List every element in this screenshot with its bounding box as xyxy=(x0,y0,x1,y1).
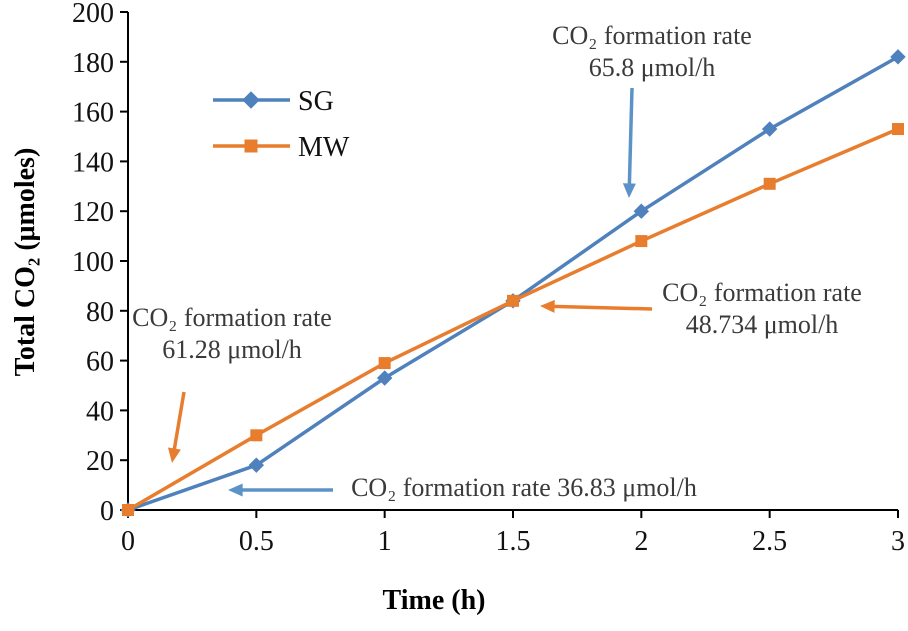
data-point-square xyxy=(378,357,391,370)
annotation-text: 61.28 μmol/h xyxy=(162,335,302,364)
annotations: CO₂ formation rate 65.8 μmol/h CO₂ formati… xyxy=(132,21,862,502)
series-MW xyxy=(122,123,904,516)
annotation-arrow xyxy=(627,87,634,191)
x-tick-label: 2 xyxy=(634,526,648,557)
annotation-text: 65.8 μmol/h xyxy=(589,53,716,82)
legend-label-SG: SG xyxy=(298,86,334,117)
data-point-diamond xyxy=(890,49,906,65)
legend-label-MW: MW xyxy=(298,132,350,163)
y-tick-label: 60 xyxy=(86,347,114,378)
y-tick-label: 100 xyxy=(72,247,114,278)
data-point-square xyxy=(244,139,258,153)
x-tick-label: 1 xyxy=(378,526,392,557)
x-tick-label: 0.5 xyxy=(239,526,274,557)
data-point-square xyxy=(763,177,776,190)
data-point-diamond xyxy=(248,457,265,473)
annotation-text: CO₂ formation rate xyxy=(552,21,752,50)
x-tick-label: 0 xyxy=(121,526,135,557)
y-axis-title: Total CO₂ (μmoles) xyxy=(10,147,41,377)
y-tick-label: 200 xyxy=(72,0,114,29)
data-point-square xyxy=(635,235,648,248)
y-tick-label: 0 xyxy=(100,496,114,527)
data-point-square xyxy=(250,429,263,442)
annotation-arrowhead xyxy=(228,483,243,497)
annotation-arrow xyxy=(547,304,653,311)
y-tick-label: 160 xyxy=(72,98,114,129)
y-tick-label: 40 xyxy=(86,396,114,427)
y-axis: 0 20 40 60 80 100 120 140 160 180 200 xyxy=(72,0,128,527)
annotation-text: CO₂ formation rate xyxy=(662,278,862,307)
data-point-square xyxy=(507,294,519,307)
data-point-square xyxy=(122,504,134,516)
annotation-arrowhead xyxy=(168,447,181,463)
data-point-diamond xyxy=(242,91,260,109)
x-axis-title: Time (h) xyxy=(382,585,486,616)
annotation-text: CO₂ formation rate xyxy=(132,303,332,332)
x-tick-label: 3 xyxy=(891,526,905,557)
axes xyxy=(127,12,898,511)
annotation-text: 48.734 μmol/h xyxy=(686,310,839,339)
x-axis: 0 0.5 1 1.5 2 2.5 3 xyxy=(121,510,905,557)
data-point-square xyxy=(892,123,904,136)
data-point-diamond xyxy=(633,203,650,219)
y-tick-label: 140 xyxy=(72,147,114,178)
x-tick-label: 2.5 xyxy=(752,526,787,557)
y-tick-label: 120 xyxy=(72,197,114,228)
annotation-arrowhead xyxy=(622,183,636,198)
y-tick-label: 180 xyxy=(72,48,114,79)
annotation-arrowhead xyxy=(540,299,555,313)
data-point-diamond xyxy=(761,121,778,137)
y-tick-label: 20 xyxy=(86,446,114,477)
y-tick-label: 80 xyxy=(86,297,114,328)
annotation-arrow xyxy=(171,391,186,456)
x-tick-label: 1.5 xyxy=(496,526,531,557)
legend: SG MW xyxy=(213,86,350,163)
annotation-text: CO₂ formation rate 36.83 μmol/h xyxy=(351,473,697,502)
data-point-diamond xyxy=(376,370,393,386)
